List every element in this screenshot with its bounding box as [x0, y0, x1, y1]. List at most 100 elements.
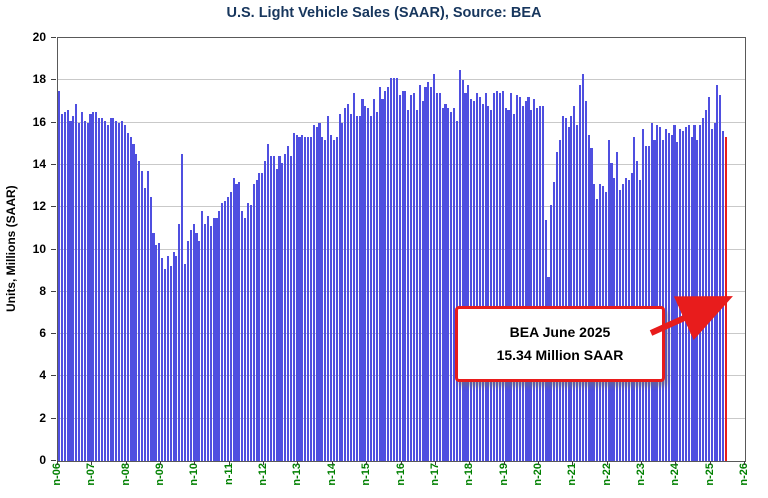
- bar: [719, 95, 722, 461]
- bar: [95, 112, 98, 461]
- bar: [169, 266, 172, 461]
- bar: [244, 217, 247, 461]
- bar: [66, 109, 69, 461]
- bar: [378, 86, 381, 461]
- y-tick-mark: [51, 460, 56, 461]
- bar: [212, 217, 215, 461]
- bar: [295, 135, 298, 461]
- x-tick-label: n-10: [188, 463, 201, 486]
- bar: [690, 137, 693, 461]
- bar: [344, 107, 347, 461]
- bar: [415, 109, 418, 461]
- bar: [661, 139, 665, 461]
- bar: [83, 120, 86, 461]
- x-tick-label: n-14: [325, 463, 338, 486]
- bar: [458, 69, 461, 461]
- bar: [347, 103, 350, 461]
- bar: [163, 268, 167, 461]
- bar: [192, 224, 195, 461]
- bar: [301, 135, 304, 461]
- bar: [421, 101, 424, 461]
- bar: [361, 99, 364, 461]
- bar: [418, 84, 421, 461]
- bar: [158, 243, 161, 461]
- bar: [444, 103, 447, 461]
- bar: [309, 137, 312, 461]
- bar: [564, 118, 567, 461]
- bar: [487, 105, 490, 461]
- bar: [493, 93, 496, 461]
- x-tick-mark: [469, 461, 471, 465]
- x-tick-label: n-26: [738, 463, 750, 486]
- bar: [298, 137, 301, 461]
- bar: [578, 84, 582, 461]
- bar: [206, 215, 209, 461]
- bar: [507, 109, 510, 461]
- bar: [287, 145, 290, 461]
- x-tick-label: n-15: [360, 463, 373, 486]
- bar: [504, 107, 507, 461]
- bar: [332, 139, 335, 461]
- bar: [58, 90, 61, 461]
- bar: [224, 200, 227, 461]
- bar: [161, 257, 164, 461]
- bar: [392, 78, 396, 461]
- bar: [226, 196, 229, 461]
- bar: [584, 101, 587, 461]
- x-tick-mark: [228, 461, 230, 465]
- bar: [358, 116, 361, 461]
- bar: [541, 105, 544, 461]
- y-tick-mark: [51, 375, 56, 377]
- bar: [498, 93, 501, 461]
- bar: [186, 241, 189, 461]
- bar: [63, 112, 66, 461]
- bar: [98, 118, 101, 461]
- y-tick-label: 18: [32, 72, 46, 87]
- bar: [441, 107, 444, 461]
- bar: [536, 107, 539, 461]
- bar: [100, 118, 104, 461]
- bar: [75, 103, 78, 461]
- y-tick-mark: [51, 290, 56, 292]
- x-tick-mark: [91, 461, 93, 465]
- bar: [232, 177, 235, 461]
- bar: [435, 93, 438, 461]
- bar: [238, 181, 241, 461]
- bar: [106, 124, 109, 461]
- x-tick-mark: [366, 461, 368, 465]
- bar: [407, 109, 410, 461]
- bar: [146, 171, 149, 461]
- bar: [72, 116, 75, 461]
- y-axis: 0 2 4 6 8 10 12 14 16 18 20: [0, 30, 56, 467]
- x-tick-mark: [434, 461, 436, 465]
- bar: [241, 211, 244, 461]
- annotation-line2: 15.34 Million SAAR: [496, 347, 624, 364]
- bar: [576, 124, 579, 461]
- x-tick-mark: [503, 461, 505, 465]
- bar: [607, 139, 610, 461]
- bar: [321, 137, 324, 461]
- bar: [473, 101, 476, 461]
- bar: [261, 173, 264, 461]
- bar: [203, 224, 207, 461]
- bar: [132, 143, 135, 461]
- bar: [266, 143, 270, 461]
- bar: [447, 107, 450, 461]
- bar: [699, 124, 702, 461]
- bar: [229, 192, 232, 461]
- bar: [656, 124, 659, 461]
- bar: [470, 99, 473, 461]
- x-tick-label: n-20: [531, 463, 544, 486]
- bar: [524, 101, 527, 461]
- bar: [521, 105, 524, 461]
- bar: [118, 122, 121, 461]
- bar: [390, 78, 393, 461]
- bar: [696, 139, 699, 461]
- bar: [659, 126, 662, 461]
- x-tick-label: n-13: [291, 463, 304, 486]
- bar: [401, 90, 404, 461]
- bar: [455, 120, 458, 461]
- bar: [92, 112, 95, 461]
- bar: [304, 137, 307, 461]
